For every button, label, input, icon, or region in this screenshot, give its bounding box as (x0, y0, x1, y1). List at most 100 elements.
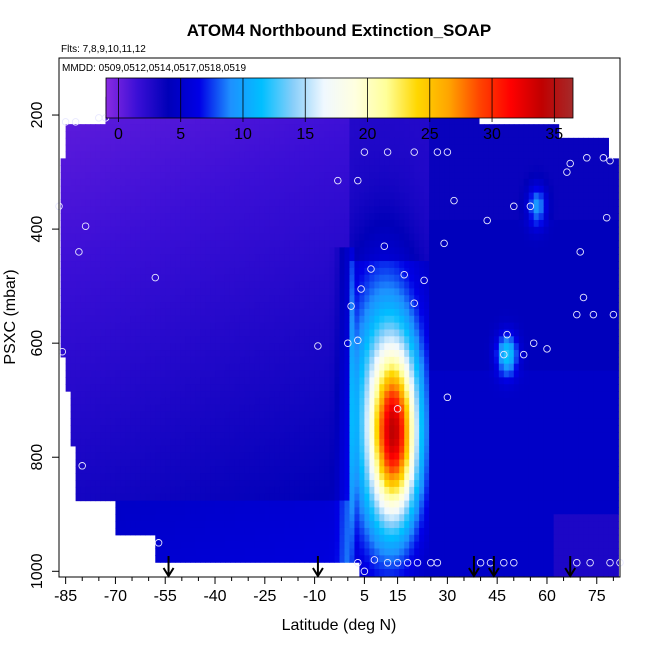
heatmap-cell (424, 404, 430, 413)
heatmap-cell (125, 144, 131, 153)
heatmap-cell (279, 151, 286, 159)
heatmap-cell (210, 274, 216, 283)
heatmap-cell (528, 384, 535, 392)
heatmap-cell (279, 185, 286, 194)
heatmap-cell (294, 178, 301, 187)
heatmap-cell (409, 308, 415, 317)
heatmap-cell (553, 124, 560, 132)
heatmap-cell (399, 247, 405, 255)
heatmap-cell (558, 199, 565, 207)
heatmap-cell (568, 144, 575, 153)
heatmap-cell (95, 363, 102, 372)
heatmap-cell (115, 281, 122, 290)
heatmap-cell (598, 391, 604, 399)
heatmap-cell (254, 165, 261, 173)
heatmap-cell (563, 397, 570, 406)
heatmap-cell (349, 254, 356, 262)
heatmap-cell (324, 281, 331, 290)
heatmap-cell (195, 199, 201, 207)
heatmap-cell (538, 404, 545, 413)
heatmap-cell (190, 377, 196, 385)
heatmap-cell (95, 261, 102, 269)
heatmap-cell (304, 397, 311, 406)
heatmap-cell (483, 185, 490, 194)
heatmap-cell (120, 404, 126, 413)
heatmap-cell (498, 213, 505, 221)
heatmap-cell (249, 165, 256, 173)
heatmap-band (60, 233, 619, 242)
heatmap-cell (160, 192, 166, 201)
heatmap-cell (583, 288, 590, 296)
heatmap-cell (384, 274, 390, 283)
heatmap-cell (229, 384, 236, 392)
heatmap-cell (244, 219, 251, 228)
heatmap-cell (394, 240, 400, 248)
heatmap-cell (429, 185, 435, 194)
heatmap-cell (578, 185, 585, 194)
heatmap-cell (190, 213, 196, 221)
heatmap-cell (434, 165, 440, 173)
heatmap-cell (264, 247, 271, 255)
heatmap-cell (389, 192, 395, 201)
heatmap-cell (593, 343, 600, 351)
heatmap-cell (319, 308, 326, 317)
heatmap-cell (449, 219, 455, 228)
heatmap-cell (254, 213, 261, 221)
heatmap-cell (354, 172, 361, 180)
heatmap-cell (389, 377, 395, 385)
heatmap-cell (210, 226, 216, 235)
heatmap-cell (468, 322, 475, 331)
heatmap-cell (120, 261, 126, 269)
heatmap-cell (449, 315, 455, 324)
heatmap-cell (264, 274, 271, 283)
heatmap-cell (613, 295, 619, 303)
heatmap-cell (244, 192, 251, 201)
heatmap-cell (354, 302, 361, 310)
heatmap-cell (533, 172, 540, 180)
heatmap-cell (449, 329, 455, 337)
heatmap-cell (409, 281, 415, 290)
heatmap-cell (463, 144, 470, 153)
heatmap-cell (578, 288, 585, 296)
heatmap-cell (105, 350, 112, 358)
heatmap-cell (528, 336, 535, 344)
heatmap-cell (409, 233, 415, 242)
heatmap-cell (259, 137, 266, 146)
heatmap-cell (508, 226, 515, 235)
heatmap-cell (533, 391, 540, 399)
heatmap-cell (249, 137, 256, 146)
heatmap-cell (513, 384, 520, 392)
heatmap-cell (294, 363, 301, 372)
heatmap-cell (294, 185, 301, 194)
heatmap-cell (60, 172, 67, 180)
heatmap-cell (573, 219, 580, 228)
heatmap-cell (344, 322, 351, 331)
heatmap-cell (234, 356, 241, 365)
heatmap-cell (613, 226, 619, 235)
heatmap-band (60, 254, 619, 262)
heatmap-cell (294, 336, 301, 344)
heatmap-cell (299, 302, 306, 310)
heatmap-cell (229, 315, 236, 324)
heatmap-cell (553, 308, 560, 317)
heatmap-cell (468, 165, 475, 173)
heatmap-cell (354, 124, 361, 132)
heatmap-cell (205, 336, 211, 344)
heatmap-cell (588, 302, 595, 310)
heatmap-cell (115, 391, 122, 399)
heatmap-cell (130, 397, 136, 406)
heatmap-cell (354, 404, 361, 413)
heatmap-cell (389, 131, 395, 139)
heatmap-cell (483, 377, 490, 385)
heatmap-cell (229, 172, 236, 180)
heatmap-cell (613, 206, 619, 214)
heatmap-cell (175, 356, 181, 365)
heatmap-cell (349, 267, 356, 276)
heatmap-cell (229, 137, 236, 146)
heatmap-cell (294, 117, 301, 125)
heatmap-cell (518, 295, 525, 303)
heatmap-cell (100, 247, 107, 255)
heatmap-cell (404, 391, 410, 399)
heatmap-cell (444, 254, 450, 262)
heatmap-cell (294, 267, 301, 276)
